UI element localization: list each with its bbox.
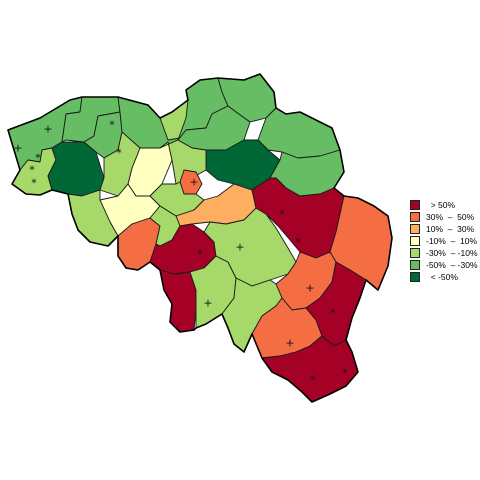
star-marker: *	[109, 119, 115, 132]
star-marker: *	[295, 236, 301, 249]
legend-label: -10% – 10%	[426, 236, 478, 246]
star-marker: *	[310, 374, 316, 387]
legend-label: > 50%	[426, 200, 456, 210]
star-marker: *	[330, 307, 336, 320]
legend-swatch	[410, 260, 420, 270]
legend-label: -50% – -30%	[426, 260, 478, 270]
plus-marker: +	[189, 176, 198, 189]
star-marker: *	[35, 152, 41, 165]
star-marker: *	[197, 248, 203, 261]
significance-markers: ++*****+++***+*+**	[13, 119, 348, 387]
plus-marker: +	[285, 337, 294, 350]
legend-swatch	[410, 224, 420, 234]
star-marker: *	[279, 208, 285, 221]
legend-entry: 30% – 50%	[410, 211, 480, 223]
legend-swatch	[410, 272, 420, 282]
legend-entry: -50% – -30%	[410, 259, 480, 271]
region-thuin	[159, 269, 197, 333]
star-marker: *	[29, 164, 35, 177]
legend-entry: < -50%	[410, 271, 480, 283]
plus-marker: +	[305, 282, 314, 295]
plus-marker: +	[235, 241, 244, 254]
star-marker: *	[31, 177, 37, 190]
star-marker: *	[116, 147, 122, 160]
plus-marker: +	[203, 297, 212, 310]
legend-label: -30% – -10%	[426, 248, 478, 258]
plus-marker: +	[43, 123, 52, 136]
plus-marker: +	[13, 142, 22, 155]
legend-label: 30% – 50%	[426, 212, 475, 222]
legend-entry: -30% – -10%	[410, 247, 480, 259]
legend-swatch	[410, 212, 420, 222]
region-limburg-north	[257, 107, 341, 159]
legend-entry: 10% – 30%	[410, 223, 480, 235]
star-marker: *	[342, 367, 348, 380]
legend-swatch	[410, 248, 420, 258]
map-legend: > 50% 30% – 50% 10% – 30% -10% – 10% -30% – …	[410, 199, 480, 283]
legend-swatch	[410, 236, 420, 246]
legend-label: 10% – 30%	[426, 224, 475, 234]
legend-label: < -50%	[426, 272, 458, 282]
legend-entry: > 50%	[410, 199, 480, 211]
belgium-border	[7, 73, 393, 403]
legend-swatch	[410, 200, 420, 210]
region-dendermonde	[99, 131, 141, 197]
legend-entry: -10% – 10%	[410, 235, 480, 247]
